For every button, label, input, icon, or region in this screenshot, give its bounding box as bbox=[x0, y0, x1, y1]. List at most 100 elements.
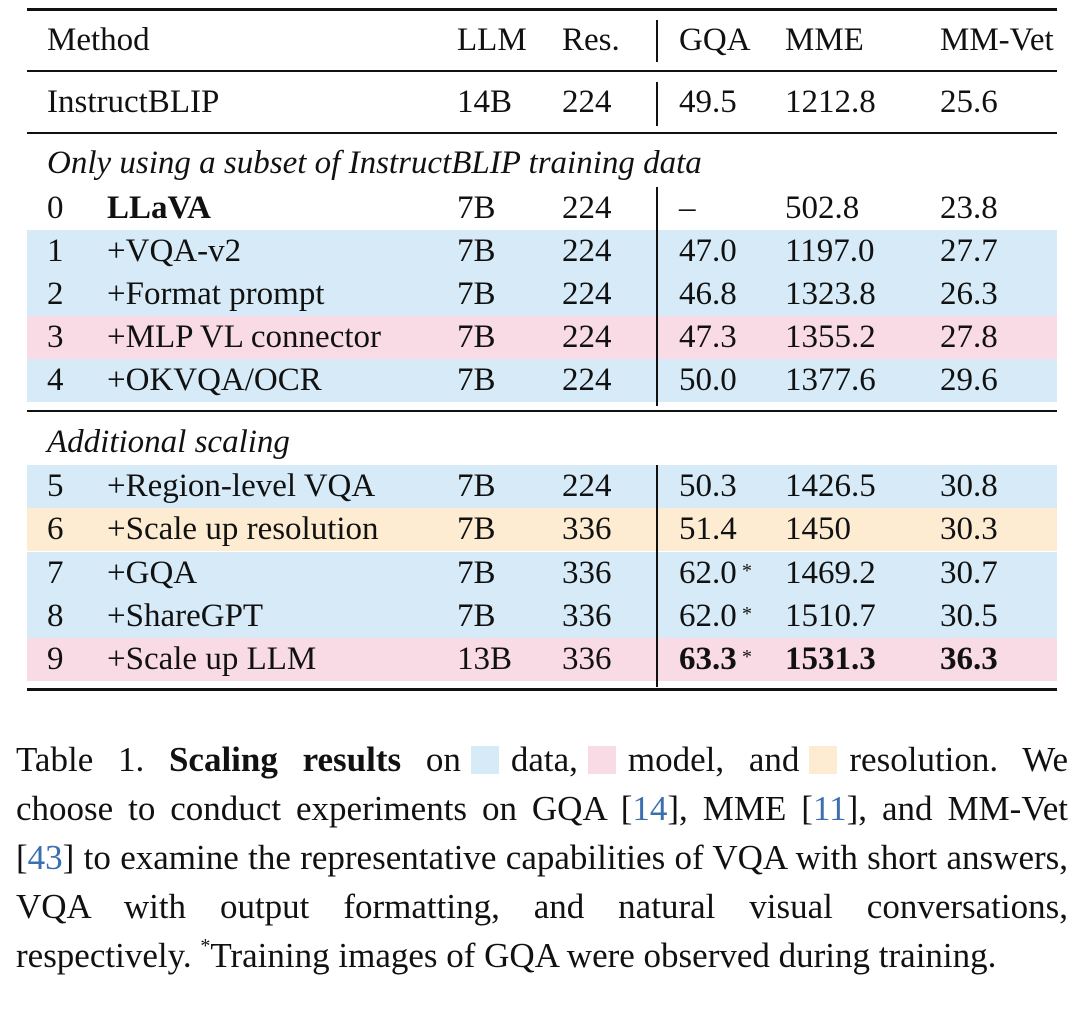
vertical-rule-header bbox=[656, 20, 658, 62]
caption-model: model, and bbox=[627, 740, 800, 779]
row-mme: 1377.6 bbox=[785, 362, 876, 398]
row-mmvet: 23.8 bbox=[940, 190, 998, 226]
row-num: 1 bbox=[47, 233, 64, 269]
row-mmvet: 30.8 bbox=[940, 468, 998, 504]
row-mme: 1426.5 bbox=[785, 468, 876, 504]
row-mme: 1323.8 bbox=[785, 276, 876, 312]
row-llm: 7B bbox=[457, 362, 496, 398]
row-mme: 1510.7 bbox=[785, 598, 876, 634]
citation-link-14[interactable]: 14 bbox=[632, 789, 668, 828]
caption-text-b: ], MME [ bbox=[667, 789, 813, 828]
table-row: 5 +Region-level VQA 7B 224 50.3 1426.5 30.8 bbox=[27, 465, 1057, 508]
header-mmvet: MM-Vet bbox=[940, 22, 1054, 58]
table-row: 9 +Scale up LLM 13B 336 63.3 * 1531.3 36.3 bbox=[27, 638, 1057, 681]
row-gqa: 63.3 bbox=[679, 641, 737, 677]
row-num: 5 bbox=[47, 468, 64, 504]
row-gqa: 62.0 bbox=[679, 555, 737, 591]
row-mmvet: 30.7 bbox=[940, 555, 998, 591]
row-mme: 1355.2 bbox=[785, 319, 876, 355]
baseline-rule bbox=[27, 132, 1057, 134]
row-method: +GQA bbox=[107, 555, 198, 591]
row-res: 224 bbox=[562, 362, 612, 398]
caption-bold: Scaling results bbox=[168, 740, 402, 779]
row-res: 224 bbox=[562, 468, 612, 504]
row-llm: 7B bbox=[457, 276, 496, 312]
row-res: 336 bbox=[562, 511, 612, 547]
row-method: +Format prompt bbox=[107, 276, 325, 312]
row-num: 8 bbox=[47, 598, 64, 634]
row-res: 336 bbox=[562, 641, 612, 677]
row-mme: 502.8 bbox=[785, 190, 860, 226]
row-mmvet: 36.3 bbox=[940, 641, 998, 677]
vertical-rule-subset bbox=[656, 187, 658, 406]
table-row: 1 +VQA-v2 7B 224 47.0 1197.0 27.7 bbox=[27, 230, 1057, 273]
results-table: Method LLM Res. GQA MME MM-Vet InstructB… bbox=[27, 0, 1057, 700]
row-llm: 7B bbox=[457, 468, 496, 504]
row-res: 336 bbox=[562, 555, 612, 591]
header-mme: MME bbox=[785, 22, 864, 58]
caption-text-e: Training images of GQA were observed dur… bbox=[210, 936, 997, 975]
row-mmvet: 27.7 bbox=[940, 233, 998, 269]
row-mmvet: 30.3 bbox=[940, 511, 998, 547]
baseline-gqa: 49.5 bbox=[679, 84, 737, 120]
citation-link-43[interactable]: 43 bbox=[27, 838, 63, 877]
header-res: Res. bbox=[562, 22, 620, 58]
row-mmvet: 29.6 bbox=[940, 362, 998, 398]
row-method: +Region-level VQA bbox=[107, 468, 376, 504]
row-res: 224 bbox=[562, 190, 612, 226]
row-llm: 7B bbox=[457, 555, 496, 591]
row-method: +Scale up resolution bbox=[107, 511, 379, 547]
row-res: 224 bbox=[562, 319, 612, 355]
row-res: 224 bbox=[562, 276, 612, 312]
row-method: +Scale up LLM bbox=[107, 641, 317, 677]
row-num: 2 bbox=[47, 276, 64, 312]
row-gqa: 50.3 bbox=[679, 468, 737, 504]
row-mme: 1450 bbox=[785, 511, 851, 547]
row-res: 224 bbox=[562, 233, 612, 269]
top-rule bbox=[27, 8, 1057, 11]
row-gqa: 47.3 bbox=[679, 319, 737, 355]
row-gqa: 51.4 bbox=[679, 511, 737, 547]
section-title-subset: Only using a subset of InstructBLIP trai… bbox=[27, 142, 1057, 185]
row-mme: 1469.2 bbox=[785, 555, 876, 591]
row-res: 336 bbox=[562, 598, 612, 634]
gqa-asterisk: * bbox=[742, 646, 752, 668]
row-gqa: – bbox=[679, 190, 696, 226]
baseline-method: InstructBLIP bbox=[47, 84, 220, 120]
section-title-scaling: Additional scaling bbox=[27, 421, 1057, 464]
row-llm: 7B bbox=[457, 511, 496, 547]
row-num: 3 bbox=[47, 319, 64, 355]
row-gqa: 50.0 bbox=[679, 362, 737, 398]
row-mmvet: 26.3 bbox=[940, 276, 998, 312]
row-gqa: 47.0 bbox=[679, 233, 737, 269]
data-swatch bbox=[470, 746, 499, 774]
citation-link-11[interactable]: 11 bbox=[812, 789, 847, 828]
row-method: +OKVQA/OCR bbox=[107, 362, 322, 398]
vertical-rule-scaling bbox=[656, 465, 658, 687]
gqa-asterisk: * bbox=[742, 603, 752, 625]
table-row: 7 +GQA 7B 336 62.0 * 1469.2 30.7 bbox=[27, 552, 1057, 595]
row-num: 6 bbox=[47, 511, 64, 547]
row-mme: 1197.0 bbox=[785, 233, 875, 269]
table-row: 4 +OKVQA/OCR 7B 224 50.0 1377.6 29.6 bbox=[27, 359, 1057, 402]
row-method: LLaVA bbox=[107, 190, 211, 226]
row-num: 9 bbox=[47, 641, 64, 677]
bottom-rule bbox=[27, 688, 1057, 691]
header-method: Method bbox=[47, 22, 150, 58]
row-gqa: 46.8 bbox=[679, 276, 737, 312]
baseline-llm: 14B bbox=[457, 84, 513, 120]
row-num: 4 bbox=[47, 362, 64, 398]
row-method: +VQA-v2 bbox=[107, 233, 242, 269]
row-gqa: 62.0 bbox=[679, 598, 737, 634]
resolution-swatch bbox=[809, 746, 838, 774]
header-rule bbox=[27, 70, 1057, 72]
header-llm: LLM bbox=[457, 22, 527, 58]
baseline-row: InstructBLIP 14B 224 49.5 1212.8 25.6 bbox=[27, 81, 1057, 124]
caption-text-a: We choose to conduct experiments on GQA … bbox=[16, 740, 1069, 828]
row-method: +ShareGPT bbox=[107, 598, 264, 634]
model-swatch bbox=[587, 746, 616, 774]
row-num: 7 bbox=[47, 555, 64, 591]
table-row: 0 LLaVA 7B 224 – 502.8 23.8 bbox=[27, 187, 1057, 230]
baseline-mmvet: 25.6 bbox=[940, 84, 998, 120]
row-llm: 7B bbox=[457, 319, 496, 355]
